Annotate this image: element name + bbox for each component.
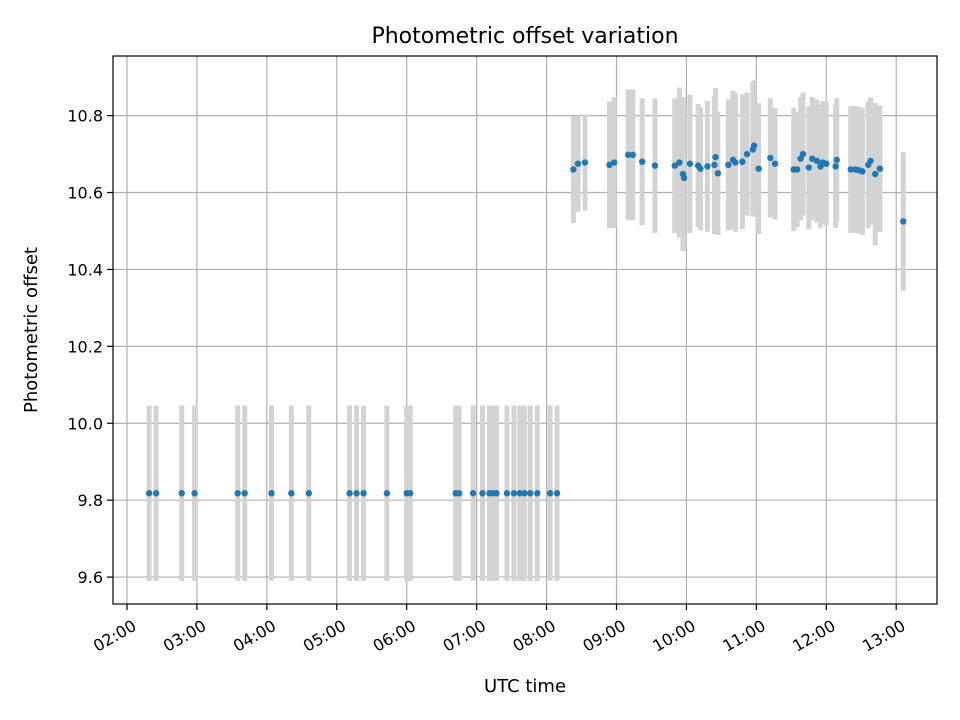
data-point <box>651 162 659 169</box>
data-point <box>406 490 414 497</box>
data-point <box>676 159 683 166</box>
data-point <box>288 490 295 497</box>
data-point <box>900 218 907 225</box>
data-point <box>534 490 541 497</box>
data-point <box>479 490 486 497</box>
data-point <box>686 160 694 167</box>
data-point <box>813 157 821 165</box>
data-point <box>767 154 774 162</box>
data-point <box>697 165 704 172</box>
data-point <box>799 150 807 158</box>
data-point <box>732 159 739 166</box>
data-point <box>876 165 884 172</box>
y-tick-label: 10.8 <box>67 107 103 126</box>
data-point <box>743 150 751 158</box>
data-point <box>383 490 391 497</box>
data-point <box>805 164 812 171</box>
data-point <box>750 142 758 149</box>
data-point <box>346 490 353 497</box>
data-point <box>755 165 762 172</box>
x-tick-label: 09:00 <box>579 616 628 656</box>
data-point <box>570 166 577 173</box>
data-point <box>145 490 153 497</box>
data-point <box>516 490 523 497</box>
y-tick-label: 10.6 <box>67 184 103 203</box>
x-tick-label: 06:00 <box>370 616 419 656</box>
data-point <box>581 159 589 166</box>
data-point <box>152 490 160 497</box>
x-tick-label: 11:00 <box>719 616 768 656</box>
data-point <box>469 490 477 497</box>
data-point <box>546 490 554 497</box>
data-point <box>624 151 632 159</box>
x-tick-label: 13:00 <box>859 616 908 656</box>
y-axis: 9.6 9.8 10.0 10.2 10.4 10.6 10.8 <box>67 107 113 587</box>
y-tick-label: 10.4 <box>67 260 103 279</box>
data-point <box>553 490 561 497</box>
data-point <box>859 168 866 175</box>
data-point <box>704 163 711 170</box>
y-tick-label: 10.0 <box>67 414 103 433</box>
data-points <box>145 142 907 497</box>
data-point <box>712 153 719 161</box>
x-tick-label: 05:00 <box>300 616 349 656</box>
data-point <box>867 157 874 165</box>
y-axis-label: Photometric offset <box>21 247 42 413</box>
data-point <box>241 490 248 497</box>
data-point <box>521 490 528 497</box>
data-point <box>574 160 582 167</box>
data-point <box>725 161 732 169</box>
y-tick-label: 9.8 <box>78 491 103 510</box>
chart-title: Photometric offset variation <box>371 24 678 49</box>
data-point <box>739 158 746 165</box>
data-point <box>178 490 185 497</box>
x-tick-label: 08:00 <box>510 616 559 656</box>
error-bars <box>146 80 906 581</box>
data-point <box>872 170 879 178</box>
data-point <box>268 490 275 497</box>
x-tick-label: 02:00 <box>90 616 139 656</box>
y-tick-label: 10.2 <box>67 337 103 356</box>
data-point <box>455 490 463 497</box>
data-point <box>610 159 618 166</box>
data-point <box>353 490 360 497</box>
data-point <box>191 490 198 497</box>
plot-frame <box>112 55 938 605</box>
data-point <box>711 161 718 169</box>
x-tick-label: 12:00 <box>789 616 838 656</box>
data-point <box>771 160 779 167</box>
data-point <box>234 490 241 497</box>
x-tick-label: 03:00 <box>160 616 209 656</box>
data-point <box>714 170 722 177</box>
data-point <box>305 490 313 497</box>
data-point <box>680 174 688 182</box>
x-tick-label: 04:00 <box>230 616 279 656</box>
data-point <box>510 490 518 497</box>
x-tick-label: 07:00 <box>440 616 489 656</box>
data-point <box>671 162 678 169</box>
y-tick-label: 9.6 <box>78 568 103 587</box>
data-point <box>527 490 534 497</box>
data-point <box>493 490 500 497</box>
data-point <box>847 166 854 173</box>
data-point <box>360 490 367 497</box>
x-tick-label: 10:00 <box>649 616 698 656</box>
data-point <box>503 490 511 497</box>
data-point <box>629 151 637 159</box>
x-axis-label: UTC time <box>484 676 566 697</box>
data-point <box>832 163 839 170</box>
x-axis: 02:00 03:00 04:00 05:00 06:00 07:00 08:00 09:00… <box>90 604 909 656</box>
data-point <box>823 160 830 167</box>
data-point <box>833 156 840 164</box>
data-point <box>638 158 646 165</box>
data-point <box>793 166 801 173</box>
